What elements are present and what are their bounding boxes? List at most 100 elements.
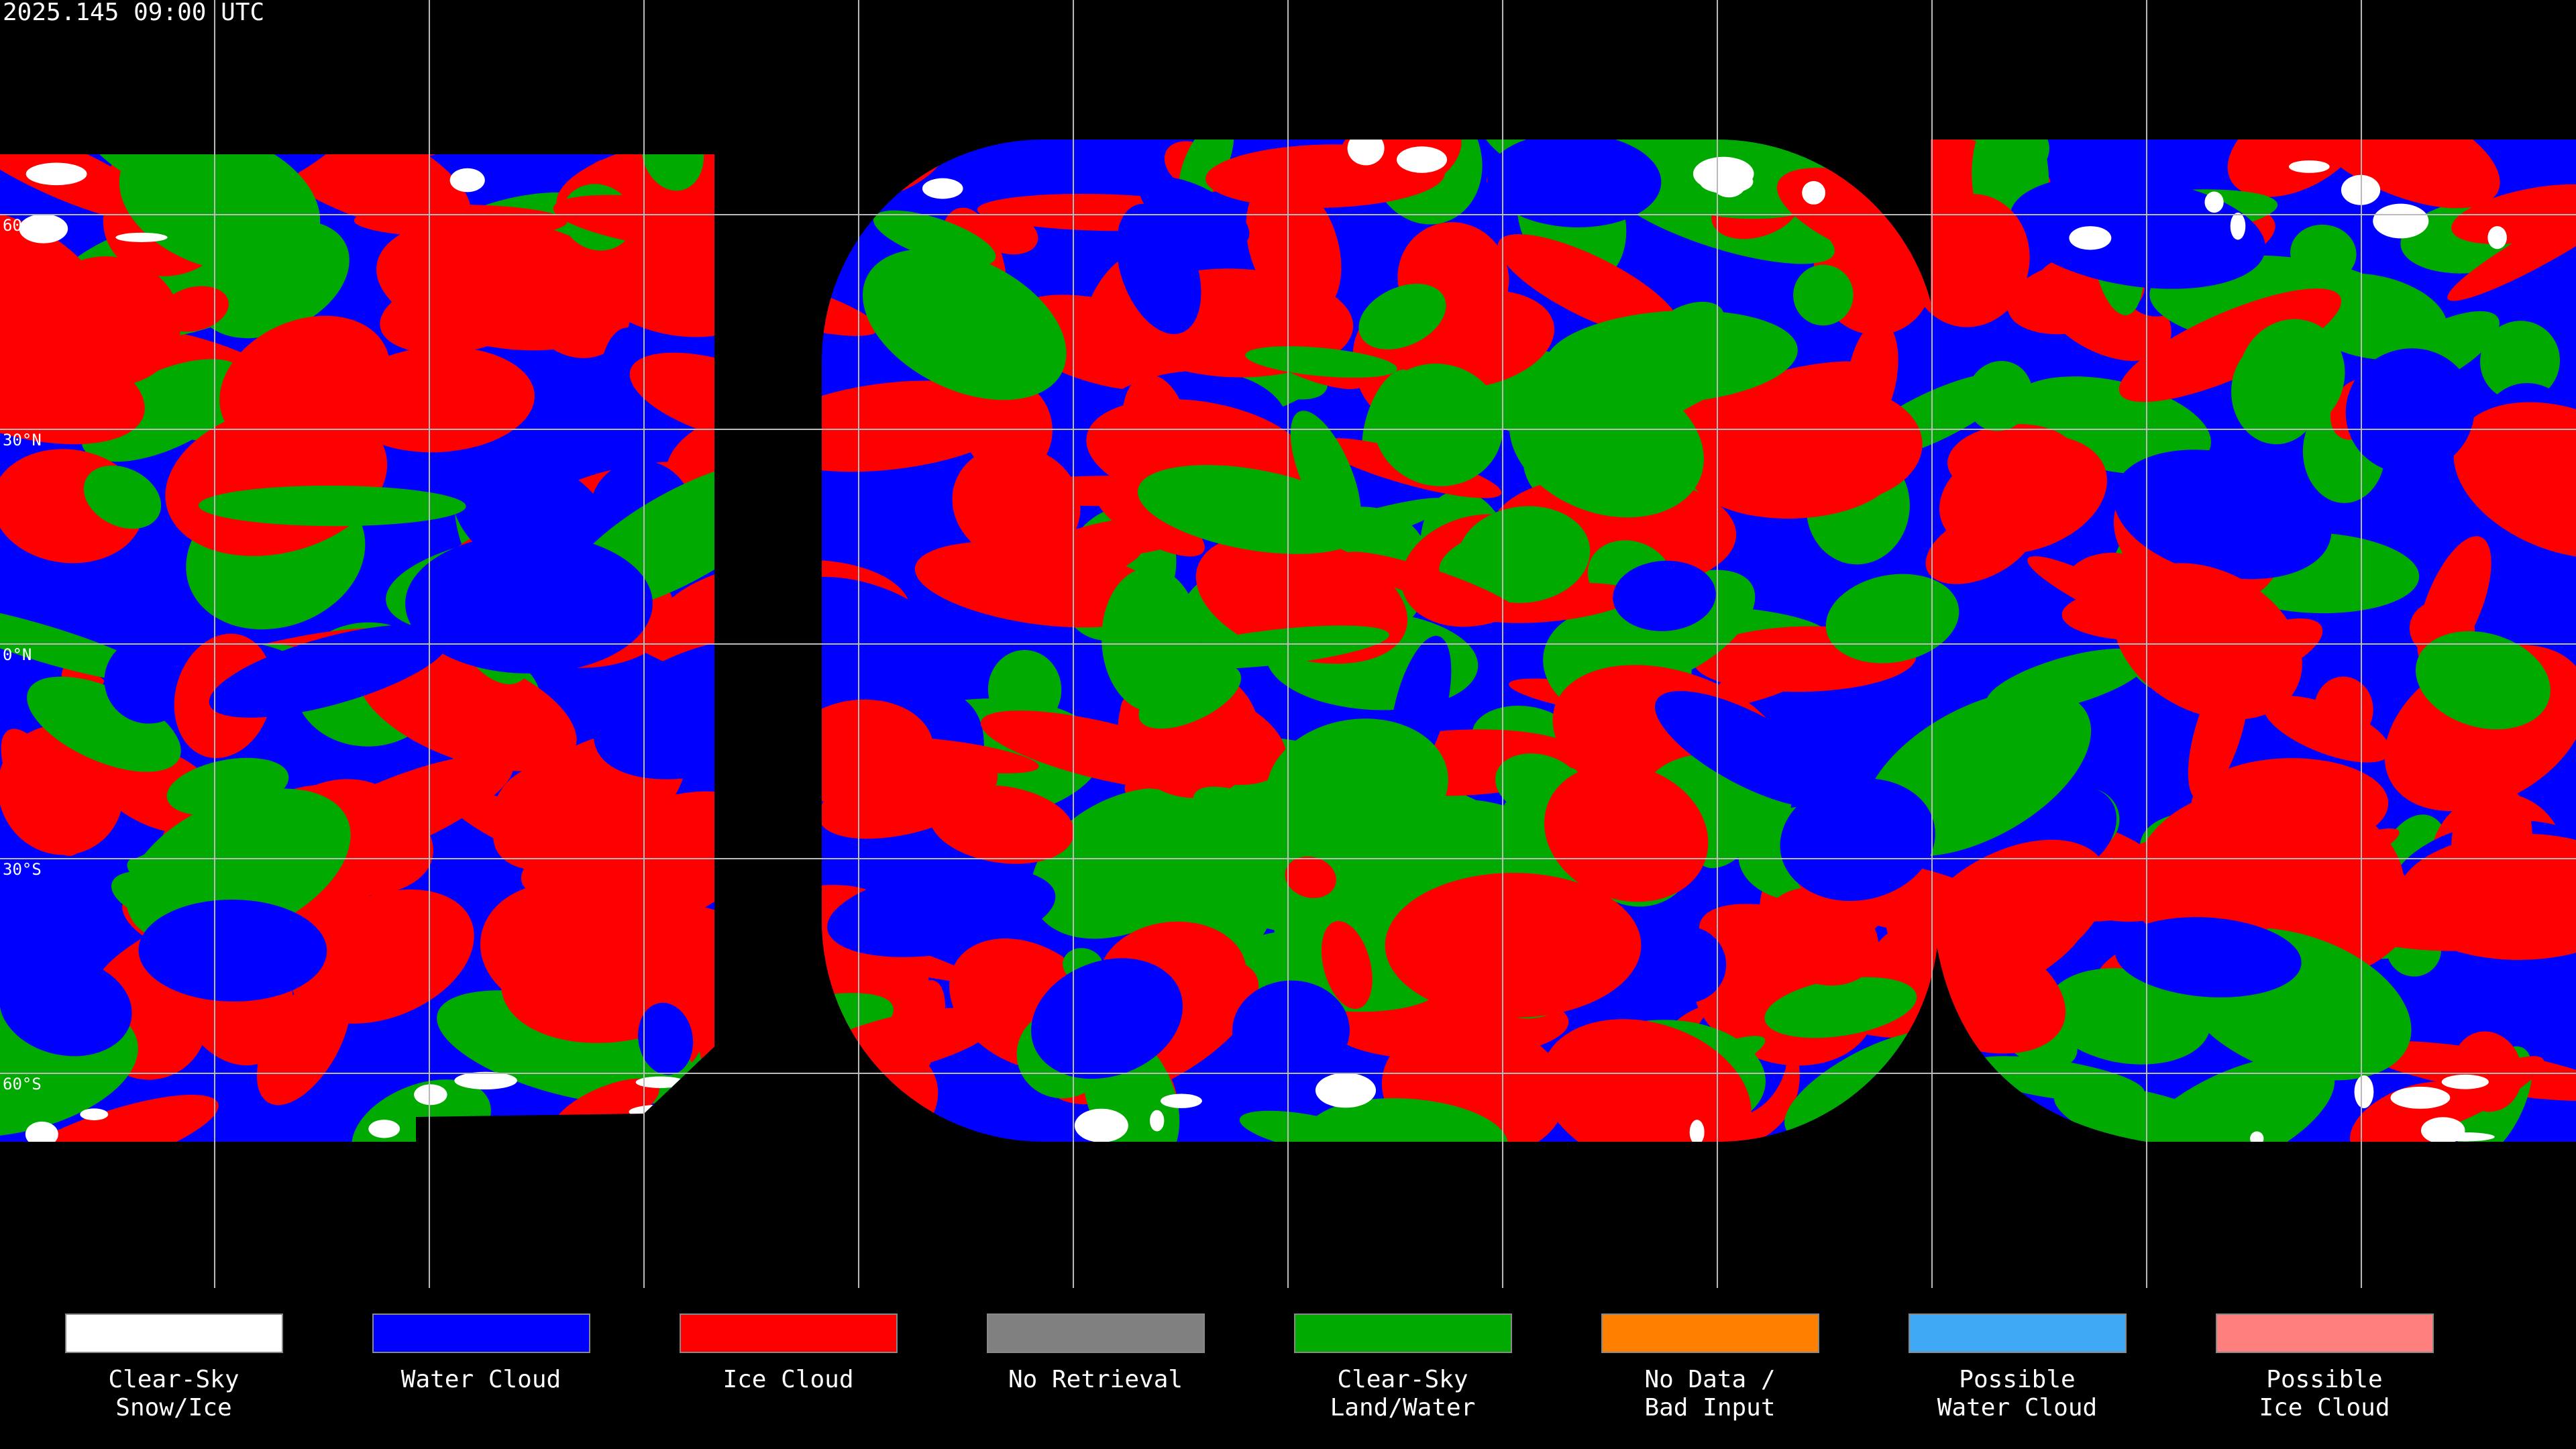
cloud-patch bbox=[1343, 551, 1521, 619]
cloud-patch bbox=[1487, 140, 1662, 227]
cloud-patch bbox=[1509, 368, 1704, 518]
legend-label: Bad Input bbox=[1644, 1394, 1775, 1421]
snow-patch bbox=[2390, 1086, 2451, 1109]
cloud-patch bbox=[1245, 346, 1397, 378]
cloud-patch bbox=[27, 676, 181, 772]
snow-patch bbox=[2487, 226, 2507, 250]
snow-patch bbox=[80, 1108, 109, 1120]
cloud-patch bbox=[528, 261, 631, 358]
snow-patch bbox=[449, 168, 485, 193]
cloud-patch bbox=[199, 485, 466, 527]
snow-patch bbox=[2230, 212, 2246, 240]
snow-patch bbox=[2204, 191, 2224, 213]
cloud-patch bbox=[126, 788, 351, 945]
snow-patch bbox=[1150, 1110, 1165, 1132]
legend-swatch bbox=[1909, 1313, 2127, 1353]
snow-patch bbox=[2434, 1132, 2495, 1142]
cloud-patch bbox=[1964, 1056, 2145, 1103]
legend-label: Ice Cloud bbox=[722, 1366, 853, 1393]
legend-label: Possible bbox=[2266, 1366, 2382, 1393]
cloud-patch bbox=[2397, 833, 2576, 960]
snow-patch bbox=[368, 1120, 400, 1138]
snow-patch bbox=[1074, 1108, 1128, 1142]
cloud-patch bbox=[1825, 574, 1960, 663]
cloud-patch bbox=[1925, 509, 2035, 584]
cloud-patch bbox=[209, 625, 449, 718]
latitude-label: 60°S bbox=[3, 1075, 42, 1093]
cloud-patch bbox=[2046, 967, 2210, 1065]
cloud-patch bbox=[256, 975, 351, 1106]
snow-patch bbox=[635, 1076, 686, 1088]
cloud-patch bbox=[1285, 856, 1336, 898]
snow-patch bbox=[25, 1121, 58, 1142]
cloud-patch bbox=[1163, 625, 1389, 669]
legend-swatch bbox=[372, 1313, 590, 1353]
legend-label: No Retrieval bbox=[1008, 1366, 1183, 1393]
cloud-patch bbox=[1764, 977, 1917, 1038]
cloud-patch bbox=[2290, 224, 2357, 282]
snow-patch bbox=[1397, 146, 1448, 173]
cloud-patch bbox=[2118, 288, 2342, 402]
cloud-patch bbox=[2231, 338, 2322, 445]
cloud-patch bbox=[437, 990, 697, 1105]
snow-patch bbox=[2288, 160, 2330, 173]
cloud-patch bbox=[6, 1095, 219, 1142]
cloud-patch bbox=[2113, 449, 2332, 580]
cloud-patch bbox=[2113, 563, 2302, 720]
cloud-patch bbox=[104, 637, 193, 724]
snow-patch bbox=[115, 232, 168, 242]
cloud-patch bbox=[1193, 786, 1395, 909]
cloud-patch bbox=[929, 785, 1075, 864]
cloud-patch bbox=[2453, 402, 2576, 559]
cloud-patch bbox=[1307, 1097, 1508, 1142]
cloud-patch bbox=[2451, 1031, 2522, 1112]
cloud-patch bbox=[1139, 176, 1250, 248]
cloud-patch bbox=[1688, 418, 1898, 519]
cloud-patch bbox=[1654, 691, 1843, 808]
cloud-patch bbox=[1986, 648, 2149, 714]
snow-patch bbox=[2069, 226, 2112, 250]
legend-label: No Data / bbox=[1644, 1366, 1775, 1393]
snow-patch bbox=[1347, 140, 1385, 166]
legend-swatch bbox=[2216, 1313, 2434, 1353]
cloud-patch bbox=[354, 204, 568, 238]
cloud-patch bbox=[1544, 763, 1709, 902]
cloud-patch bbox=[1445, 951, 1555, 1026]
cloud-patch bbox=[83, 465, 162, 529]
legend-label: Clear-Sky bbox=[108, 1366, 239, 1393]
legend-swatch bbox=[1294, 1313, 1512, 1353]
snow-patch bbox=[2373, 203, 2429, 239]
snow-patch bbox=[2354, 1075, 2374, 1108]
cloud-patch bbox=[2447, 188, 2576, 301]
cloud-patch bbox=[2417, 536, 2491, 671]
cloud-patch bbox=[1232, 980, 1350, 1081]
cloud-patch bbox=[1763, 888, 1879, 986]
legend-label: Possible bbox=[1959, 1366, 2075, 1393]
cloud-patch bbox=[1793, 264, 1854, 326]
cloud-patch bbox=[827, 866, 1056, 957]
cloud-patch bbox=[1031, 958, 1183, 1079]
cloud-patch bbox=[1497, 234, 1680, 339]
cloud-patch bbox=[873, 210, 996, 266]
latitude-label: 30°S bbox=[3, 860, 42, 879]
cloud-patch bbox=[888, 980, 946, 1091]
cloud-patch bbox=[2480, 321, 2560, 402]
latitude-label: 60°N bbox=[3, 216, 42, 235]
cloud-patch bbox=[1613, 560, 1716, 631]
cloud-patch bbox=[863, 737, 1039, 773]
snow-patch bbox=[414, 1084, 447, 1106]
cloud-patch bbox=[2010, 175, 2266, 289]
cloud-patch bbox=[138, 899, 327, 1002]
cloud-patch bbox=[0, 957, 132, 1057]
cloud-patch bbox=[1321, 920, 1373, 1010]
cloud-patch bbox=[1780, 778, 1935, 902]
cloud-patch bbox=[952, 445, 1081, 563]
cloud-patch bbox=[1909, 193, 2030, 327]
cloud-patch bbox=[81, 359, 247, 462]
cloud-patch bbox=[2131, 790, 2317, 948]
cloud-patch bbox=[237, 140, 471, 233]
cloud-patch bbox=[1116, 203, 1201, 334]
